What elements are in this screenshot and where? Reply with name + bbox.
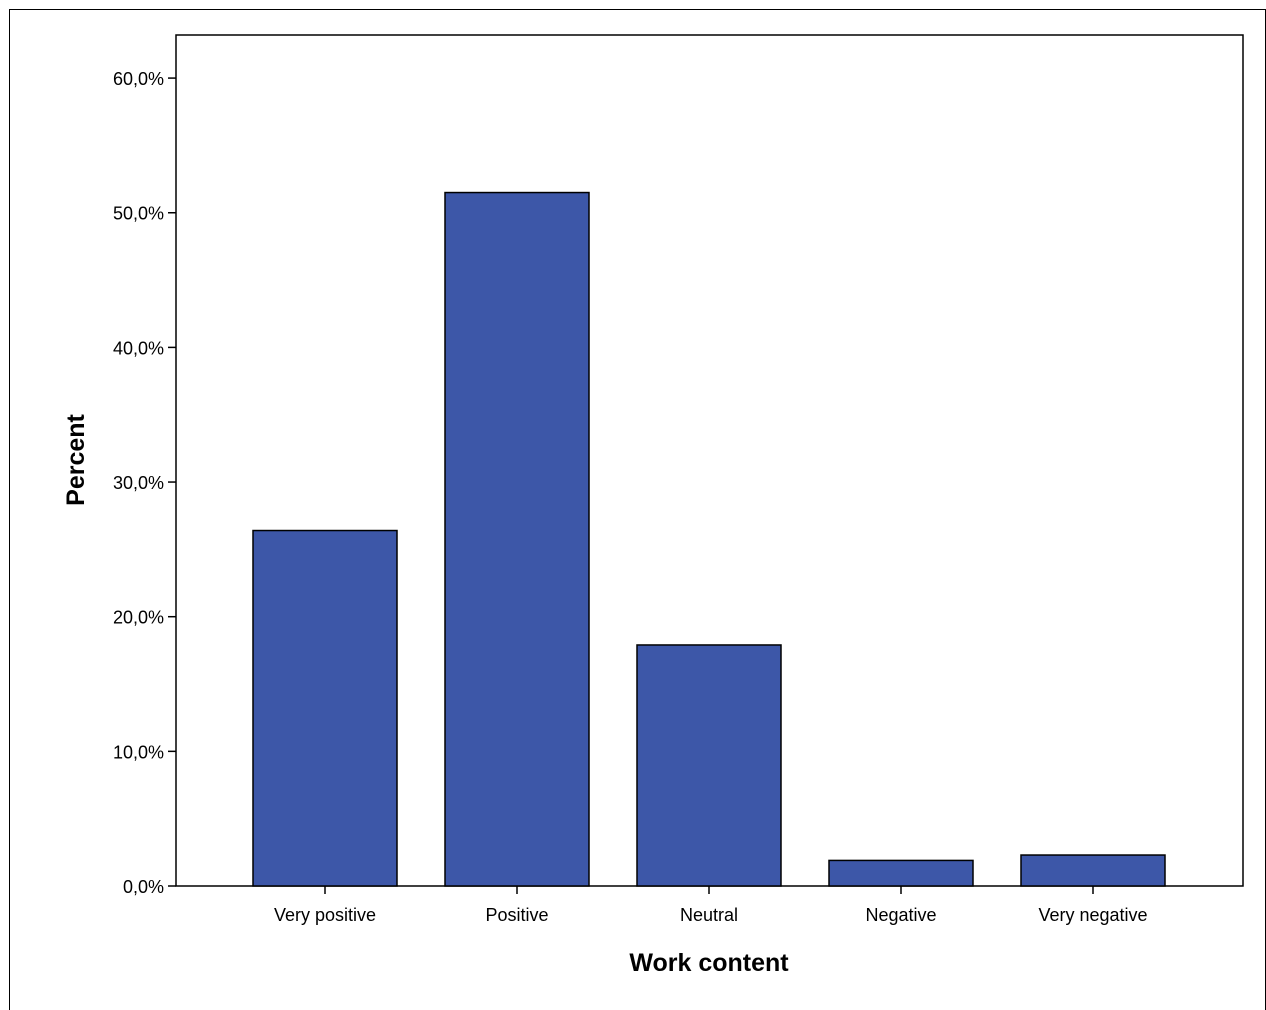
x-tick-label: Very positive <box>274 905 376 925</box>
y-tick-label: 40,0% <box>113 338 164 358</box>
x-tick-label: Neutral <box>680 905 738 925</box>
bar-very-positive <box>252 529 398 887</box>
y-tick-label: 50,0% <box>113 204 164 224</box>
y-tick-label: 30,0% <box>113 473 164 493</box>
bar-very-negative <box>1020 854 1166 887</box>
y-tick-label: 20,0% <box>113 608 164 628</box>
y-tick-label: 0,0% <box>123 877 164 897</box>
y-tick-label: 10,0% <box>113 742 164 762</box>
x-tick-label: Very negative <box>1038 905 1147 925</box>
x-axis-title: Work content <box>629 949 789 977</box>
y-tick-label: 60,0% <box>113 69 164 89</box>
y-axis-title: Percent <box>62 413 90 505</box>
x-axis: Very positive Positive Neutral Negative Very… <box>274 886 1148 925</box>
bar-negative <box>828 859 974 887</box>
y-axis: 0,0% 10,0% 20,0% 30,0% 40,0% 50,0% 60,0% <box>113 69 176 897</box>
x-tick-label: Negative <box>865 905 936 925</box>
bar-positive <box>444 191 590 887</box>
x-tick-label: Positive <box>485 905 548 925</box>
bar-neutral <box>636 644 782 887</box>
